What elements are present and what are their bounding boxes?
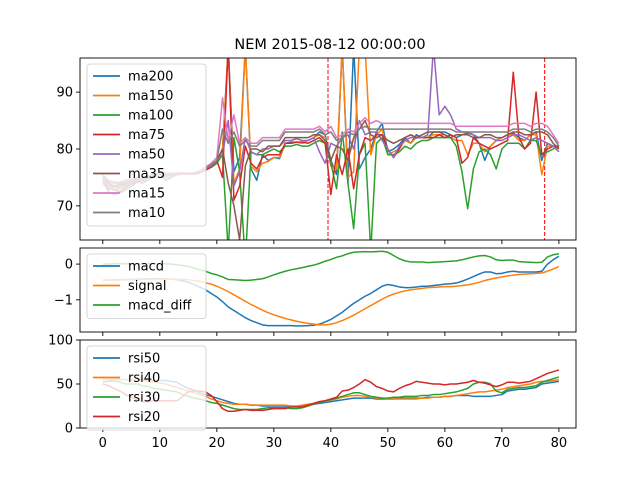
legend-label-ma35: ma35 [128, 167, 165, 182]
y-tick-label: 70 [56, 199, 73, 214]
chart-panels: 708090ma200ma150ma100ma75ma50ma35ma15ma1… [48, 57, 577, 451]
x-tick-label: 30 [266, 436, 283, 451]
y-tick-label: 0 [65, 258, 73, 273]
legend-label-ma10: ma10 [128, 206, 165, 221]
y-tick-label: 80 [56, 143, 73, 158]
y-tick-label: 100 [48, 334, 73, 349]
legend-label-rsi30: rsi30 [128, 391, 160, 406]
legend-label-ma50: ma50 [128, 148, 165, 163]
x-tick-label: 10 [152, 436, 169, 451]
legend-label-rsi20: rsi20 [128, 410, 160, 425]
legend: rsi50 rsi40 rsi30 rsi20 [86, 345, 207, 431]
macd-panel: 0 −1 macd signal macd_diff [54, 247, 577, 336]
x-tick-label: 40 [323, 436, 340, 451]
y-tick-label: −1 [54, 293, 73, 308]
y-tick-label: 90 [56, 86, 73, 101]
legend-label-ma150: ma150 [128, 89, 173, 104]
x-tick-label: 20 [209, 436, 226, 451]
legend-box [86, 345, 207, 431]
legend-label-macd: macd [128, 260, 164, 275]
legend-label-rsi40: rsi40 [128, 371, 160, 386]
legend-label-ma15: ma15 [128, 187, 165, 202]
x-tick-label: 70 [494, 436, 511, 451]
x-tick-label: 50 [380, 436, 397, 451]
legend-label-signal: signal [128, 279, 166, 294]
legend: ma200 ma150 ma100 ma75 ma50 ma35 ma15 ma10 [86, 63, 207, 227]
legend-label-ma100: ma100 [128, 109, 173, 124]
x-tick-label: 80 [551, 436, 568, 451]
legend-label-ma200: ma200 [128, 70, 173, 85]
axes-frame [79, 247, 577, 333]
legend-label-macd_diff: macd_diff [128, 299, 192, 314]
legend-box [86, 253, 207, 319]
chart-title: NEM 2015-08-12 00:00:00 [234, 37, 425, 53]
legend-box [86, 63, 207, 227]
y-tick-label: 50 [56, 378, 73, 393]
x-tick-label: 0 [99, 436, 107, 451]
ma-panel: 70 80 90 ma200 ma150 ma100 ma75 ma50 ma35 ma15 ma1… [56, 57, 577, 244]
legend: macd signal macd_diff [86, 253, 207, 319]
legend-label-ma75: ma75 [128, 128, 165, 143]
legend-label-rsi50: rsi50 [128, 352, 160, 367]
x-tick-label: 60 [437, 436, 454, 451]
y-tick-label: 0 [65, 422, 73, 437]
